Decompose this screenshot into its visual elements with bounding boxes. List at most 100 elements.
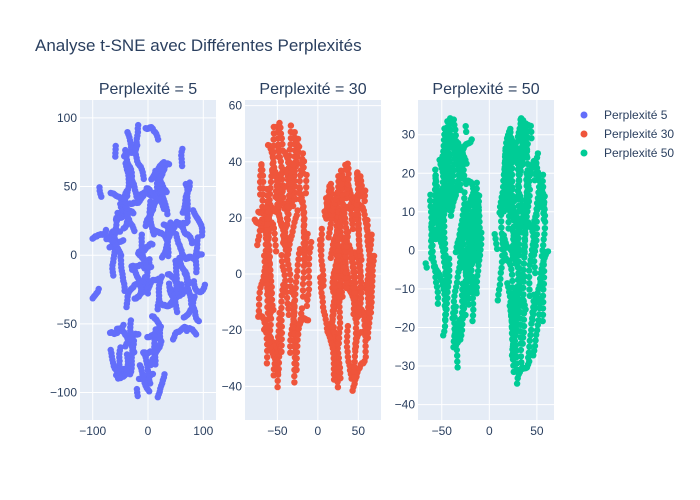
scatter-point [442, 311, 450, 318]
scatter-point [507, 183, 515, 190]
scatter-point [112, 142, 119, 150]
scatter-point [342, 274, 350, 281]
scatter-point [330, 284, 338, 291]
scatter-point [465, 301, 472, 308]
scatter-point [515, 190, 523, 197]
scatter-point [453, 279, 461, 286]
scatter-point [368, 263, 375, 271]
scatter-point [349, 263, 356, 271]
scatter-point [493, 245, 501, 253]
scatter-point [513, 347, 520, 354]
scatter-point [506, 201, 514, 208]
scatter-point [130, 210, 137, 217]
legend-label-1: Perplexité 5 [604, 108, 668, 122]
ticks-2: −50 0 50 −40 −20 0 20 40 60 [222, 99, 366, 438]
scatter-point [352, 343, 360, 350]
scatter-point [193, 268, 200, 276]
scatter-point [474, 226, 481, 234]
scatter-point [335, 340, 342, 347]
scatter-point [307, 244, 314, 251]
scatter-point [515, 196, 522, 203]
scatter-point [524, 160, 531, 168]
scatter-point [470, 306, 477, 313]
scatter-point [294, 336, 301, 344]
scatter-point [336, 314, 343, 321]
scatter-point [526, 337, 533, 344]
scatter-point [498, 224, 505, 231]
legend-item-1[interactable]: Perplexité 5 [580, 108, 668, 122]
scatter-point [444, 197, 451, 204]
scatter-point [270, 130, 278, 137]
scatter-point [296, 196, 304, 203]
scatter-point [469, 317, 476, 325]
tick-label-x: 0 [315, 424, 322, 438]
scatter-point [264, 328, 272, 335]
scatter-point [496, 281, 504, 288]
scatter-point [515, 271, 522, 278]
ticks-3: −50 0 50 −40 −30 −20 −10 0 10 20 30 [395, 128, 544, 438]
scatter-point [285, 305, 292, 312]
scatter-point [264, 285, 271, 293]
scatter-point [524, 179, 531, 187]
scatter-point [272, 242, 279, 249]
scatter-point [508, 271, 516, 278]
legend-item-3[interactable]: Perplexité 50 [580, 146, 675, 160]
scatter-point [330, 365, 338, 373]
tick-label-x: 0 [486, 424, 493, 438]
scatter-point [526, 186, 533, 193]
scatter-point [305, 280, 313, 287]
scatter-point [508, 311, 515, 318]
scatter-point [428, 223, 435, 231]
scatter-point [368, 236, 375, 243]
scatter-point [263, 360, 271, 367]
scatter-point [532, 269, 539, 277]
scatter-point [443, 152, 450, 159]
legend-item-2[interactable]: Perplexité 30 [580, 127, 675, 141]
scatter-point [517, 122, 525, 129]
scatter-point [262, 270, 269, 277]
scatter-point [434, 288, 441, 296]
scatter-point [512, 287, 520, 294]
scatter-point [356, 237, 363, 244]
scatter-point [505, 218, 512, 226]
scatter-point [447, 212, 455, 219]
scatter-point [299, 150, 307, 157]
scatter-point [110, 272, 117, 279]
scatter-point [276, 153, 283, 161]
scatter-point [139, 289, 146, 296]
scatter-point [292, 278, 300, 286]
scatter-point [266, 339, 273, 346]
scatter-point [278, 304, 285, 312]
scatter-point [278, 252, 285, 259]
scatter-point [475, 198, 482, 205]
scatter-point [527, 332, 534, 339]
scatter-point [184, 214, 191, 222]
scatter-point [262, 264, 269, 271]
scatter-point [530, 311, 537, 318]
scatter-point [499, 240, 506, 247]
scatter-point [450, 298, 458, 305]
scatter-point [444, 146, 451, 153]
scatter-point [134, 392, 141, 400]
scatter-point [530, 306, 538, 313]
scatter-point [449, 315, 456, 322]
scatter-point [474, 244, 482, 251]
scatter-point [525, 121, 532, 129]
scatter-point [256, 289, 263, 296]
scatter-point [457, 181, 464, 188]
tick-label-y: −10 [395, 282, 416, 296]
scatter-point [368, 269, 375, 276]
scatter-point [355, 260, 362, 267]
scatter-point [294, 207, 301, 214]
scatter-point [508, 177, 515, 184]
scatter-point [461, 264, 469, 271]
scatter-point [461, 259, 468, 266]
scatter-point [508, 317, 515, 324]
scatter-point [286, 192, 293, 199]
scatter-point [428, 236, 435, 244]
scatter-point [275, 203, 283, 210]
scatter-point [361, 197, 368, 205]
scatter-point [508, 171, 515, 178]
scatter-point [528, 326, 535, 334]
scatter-point [535, 183, 543, 191]
